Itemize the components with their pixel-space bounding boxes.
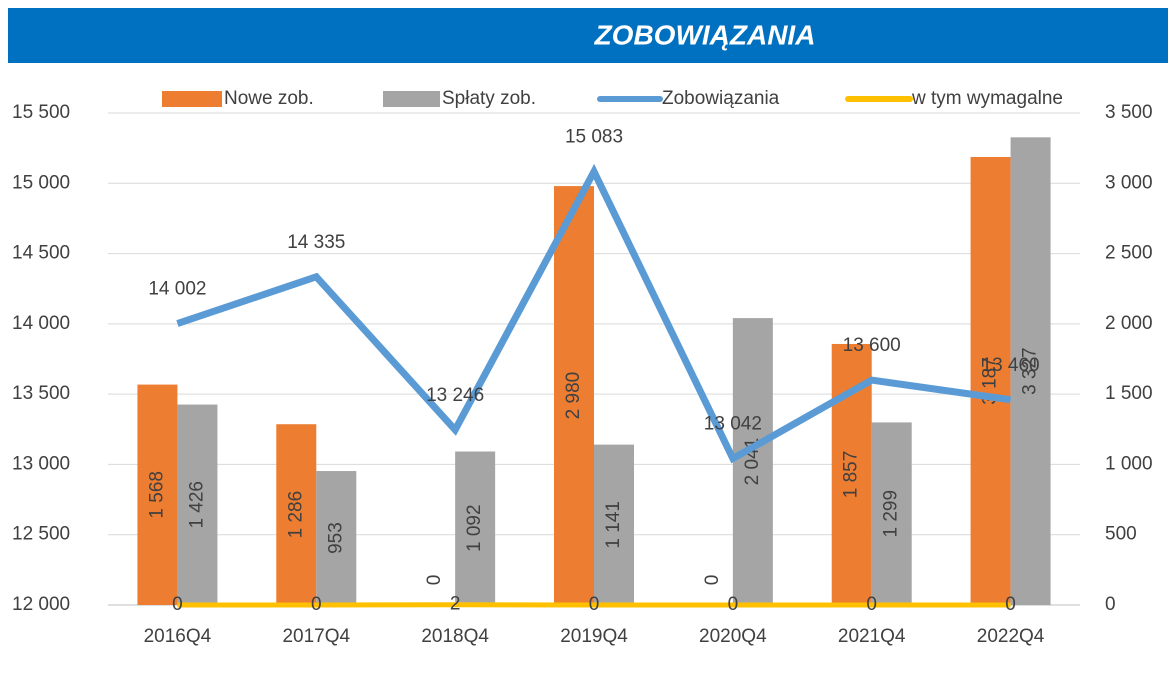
data-label: 2 980 bbox=[563, 372, 584, 420]
y-tick-label: 14 500 bbox=[12, 243, 70, 264]
legend-marker bbox=[383, 91, 440, 107]
x-tick-label: 2020Q4 bbox=[699, 626, 767, 647]
y2-tick-label: 2 000 bbox=[1105, 313, 1153, 334]
data-label: 0 bbox=[172, 594, 183, 615]
y2-tick-label: 500 bbox=[1105, 524, 1137, 545]
data-label: 1 092 bbox=[464, 504, 485, 552]
data-label: 0 bbox=[589, 594, 600, 615]
chart-title: ZOBOWIĄZANIA bbox=[594, 19, 816, 50]
x-tick-label: 2016Q4 bbox=[144, 626, 212, 647]
x-tick-label: 2021Q4 bbox=[838, 626, 906, 647]
bar bbox=[137, 384, 178, 605]
y-tick-label: 13 500 bbox=[12, 383, 70, 404]
data-label: 1 299 bbox=[881, 490, 902, 538]
data-label: 1 857 bbox=[841, 451, 862, 499]
data-label: 14 002 bbox=[148, 279, 206, 300]
bar bbox=[970, 156, 1011, 606]
data-label: 0 bbox=[1005, 594, 1016, 615]
bar bbox=[316, 471, 357, 605]
y2-tick-label: 0 bbox=[1105, 594, 1116, 615]
y2-tick-label: 1 500 bbox=[1105, 383, 1153, 404]
data-label: 13 600 bbox=[843, 335, 901, 356]
y2-tick-label: 3 500 bbox=[1105, 102, 1153, 123]
data-label: 3 327 bbox=[1020, 347, 1041, 395]
x-tick-label: 2017Q4 bbox=[282, 626, 350, 647]
y-tick-label: 15 000 bbox=[12, 172, 70, 193]
bar bbox=[177, 404, 218, 605]
data-label: 953 bbox=[325, 522, 346, 554]
y-tick-label: 12 500 bbox=[12, 524, 70, 545]
legend-label: Nowe zob. bbox=[224, 88, 314, 109]
legend-label: Spłaty zob. bbox=[442, 88, 536, 109]
data-label: 2 bbox=[450, 594, 461, 615]
bar bbox=[594, 444, 634, 605]
y2-tick-label: 2 500 bbox=[1105, 243, 1153, 264]
y2-tick-label: 3 000 bbox=[1105, 172, 1153, 193]
data-label: 13 042 bbox=[704, 414, 762, 435]
data-label: 1 286 bbox=[285, 491, 306, 539]
data-label: 1 426 bbox=[186, 481, 207, 529]
x-tick-label: 2022Q4 bbox=[977, 626, 1045, 647]
bar bbox=[871, 422, 912, 605]
title-banner bbox=[8, 8, 1168, 63]
legend-label: w tym wymagalne bbox=[911, 88, 1063, 109]
data-label: 0 bbox=[311, 594, 322, 615]
bar bbox=[455, 451, 496, 605]
x-tick-label: 2018Q4 bbox=[421, 626, 489, 647]
data-label: 0 bbox=[424, 575, 445, 586]
legend-label: Zobowiązania bbox=[662, 88, 780, 109]
y2-tick-label: 1 000 bbox=[1105, 453, 1153, 474]
bar bbox=[554, 186, 594, 605]
data-label: 0 bbox=[702, 575, 723, 586]
y-tick-label: 12 000 bbox=[12, 594, 70, 615]
data-label: 0 bbox=[866, 594, 877, 615]
y-tick-label: 14 000 bbox=[12, 313, 70, 334]
data-label: 15 083 bbox=[565, 127, 623, 148]
x-tick-label: 2019Q4 bbox=[560, 626, 628, 647]
data-label: 1 568 bbox=[146, 471, 167, 519]
y-tick-label: 15 500 bbox=[12, 102, 70, 123]
data-label: 0 bbox=[728, 594, 739, 615]
line bbox=[176, 163, 1012, 464]
bar bbox=[276, 424, 317, 605]
legend-marker bbox=[162, 91, 222, 107]
data-label: 1 141 bbox=[603, 501, 624, 549]
bar bbox=[732, 318, 773, 605]
data-label: 14 335 bbox=[287, 232, 345, 253]
data-label: 13 246 bbox=[426, 385, 484, 406]
bar bbox=[1010, 137, 1051, 606]
data-label: 13 460 bbox=[982, 355, 1040, 376]
y-tick-label: 13 000 bbox=[12, 453, 70, 474]
